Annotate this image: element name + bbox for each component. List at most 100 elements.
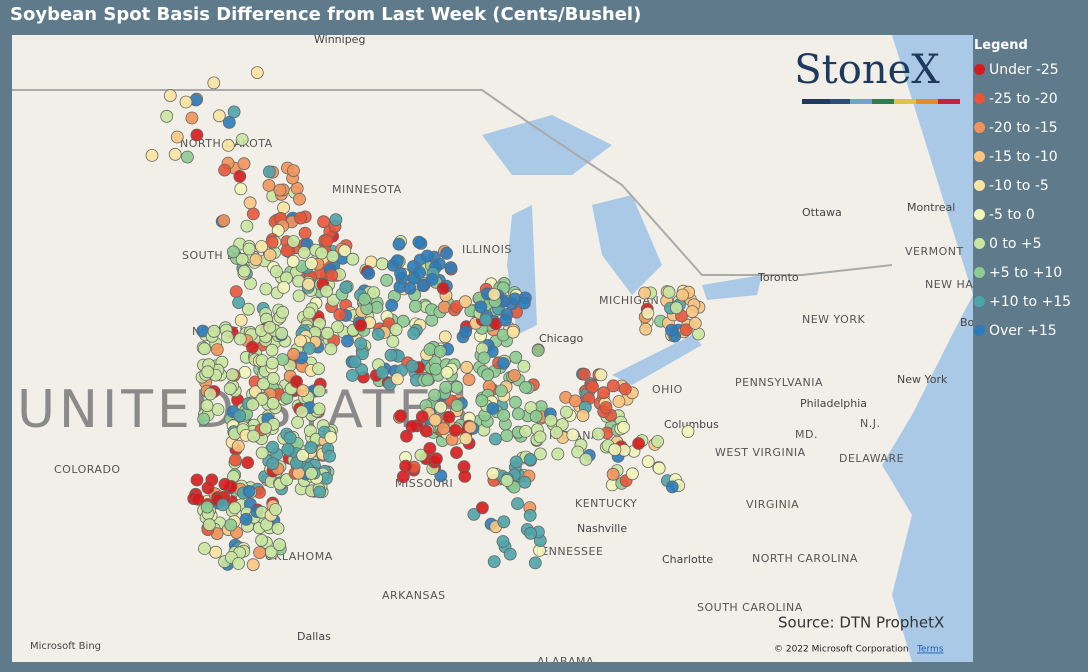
station-dot xyxy=(523,452,537,466)
station-dot xyxy=(217,214,231,228)
station-dot xyxy=(420,249,434,263)
station-dot xyxy=(551,447,565,461)
station-dot xyxy=(511,407,525,421)
station-dot xyxy=(458,295,472,309)
station-dot xyxy=(685,305,699,319)
station-dot xyxy=(497,515,511,529)
station-dot xyxy=(312,384,326,398)
legend-item[interactable]: 0 to +5 xyxy=(974,229,1071,258)
station-dot xyxy=(440,366,454,379)
station-dot xyxy=(341,334,354,348)
station-dot xyxy=(246,207,260,221)
title: Soybean Spot Basis Difference from Last … xyxy=(10,4,642,25)
station-dot xyxy=(234,182,248,196)
city-label: Winnipeg xyxy=(314,35,365,46)
legend-swatch xyxy=(974,180,985,191)
station-dot xyxy=(606,467,620,481)
station-dot xyxy=(297,245,311,259)
station-dot xyxy=(263,320,277,334)
station-dot xyxy=(280,244,294,258)
station-dot xyxy=(688,316,702,330)
station-dot xyxy=(304,466,318,480)
station-dot xyxy=(392,237,406,251)
station-dot xyxy=(459,325,473,339)
station-dot xyxy=(487,555,501,568)
station-dot xyxy=(508,395,522,409)
station-dot xyxy=(517,359,531,373)
city-label: Dallas xyxy=(297,630,331,643)
state-label: VERMONT xyxy=(905,245,964,258)
station-dot xyxy=(242,484,256,498)
station-dot xyxy=(357,292,371,306)
station-dot xyxy=(235,133,249,146)
station-dot xyxy=(326,249,340,263)
legend-title: Legend xyxy=(974,38,1028,53)
station-dot xyxy=(433,344,447,358)
station-dot xyxy=(448,423,462,437)
legend-item[interactable]: Under -25 xyxy=(974,55,1071,84)
station-dot xyxy=(571,445,585,459)
terms[interactable]: Terms xyxy=(916,645,944,655)
station-dot xyxy=(576,409,590,423)
station-dot xyxy=(238,365,252,379)
state-label: OHIO xyxy=(652,383,683,396)
station-dot xyxy=(494,384,508,398)
station-dot xyxy=(304,441,318,455)
station-dot xyxy=(459,432,473,446)
legend-label: -20 to -15 xyxy=(989,119,1058,136)
station-dot xyxy=(201,365,215,379)
station-dot xyxy=(291,415,305,429)
station-dot xyxy=(287,164,300,178)
state-label: MINNESOTA xyxy=(332,183,402,196)
station-dot xyxy=(257,377,271,391)
station-dot xyxy=(190,473,204,487)
station-dot xyxy=(228,501,242,515)
station-dot xyxy=(506,325,520,339)
station-dot xyxy=(287,347,301,361)
station-dot xyxy=(210,343,224,357)
station-dot xyxy=(507,369,521,382)
legend-item[interactable]: -5 to 0 xyxy=(974,200,1071,229)
station-dot xyxy=(232,296,246,310)
legend-item[interactable]: -15 to -10 xyxy=(974,142,1071,171)
station-dot xyxy=(437,422,450,436)
station-dot xyxy=(496,356,510,370)
station-dot xyxy=(255,240,269,253)
station-dot xyxy=(519,380,532,394)
station-dot xyxy=(331,320,345,334)
legend-item[interactable]: -10 to -5 xyxy=(974,171,1071,200)
legend-item[interactable]: Over +15 xyxy=(974,316,1071,345)
station-dot xyxy=(207,76,221,90)
station-dot xyxy=(201,481,215,495)
city-label: Boston xyxy=(960,316,973,329)
station-dot xyxy=(662,285,676,299)
legend-item[interactable]: -20 to -15 xyxy=(974,113,1071,142)
station-dot xyxy=(608,443,622,457)
legend-swatch xyxy=(974,93,985,104)
station-dot xyxy=(212,109,226,123)
station-dot xyxy=(329,213,343,227)
station-dot xyxy=(362,267,376,280)
legend-item[interactable]: -25 to -20 xyxy=(974,84,1071,113)
legend-label: -15 to -10 xyxy=(989,148,1058,165)
station-dot xyxy=(295,405,309,419)
station-dot xyxy=(179,95,193,109)
station-dot xyxy=(618,382,632,396)
station-dot xyxy=(207,324,221,338)
station-dot xyxy=(396,314,410,328)
station-dot xyxy=(641,455,655,469)
legend-label: 0 to +5 xyxy=(989,235,1042,252)
lake-huron xyxy=(592,195,662,295)
station-dot xyxy=(269,503,282,516)
legend-item[interactable]: +10 to +15 xyxy=(974,287,1071,316)
station-dot xyxy=(477,351,491,365)
station-dot xyxy=(528,556,542,570)
station-dot xyxy=(200,399,214,413)
station-dot xyxy=(262,178,276,192)
station-dot xyxy=(283,431,297,445)
legend-item[interactable]: +5 to +10 xyxy=(974,258,1071,287)
station-dot xyxy=(320,234,334,248)
station-dot xyxy=(529,409,543,423)
lake-erie xyxy=(612,335,702,385)
